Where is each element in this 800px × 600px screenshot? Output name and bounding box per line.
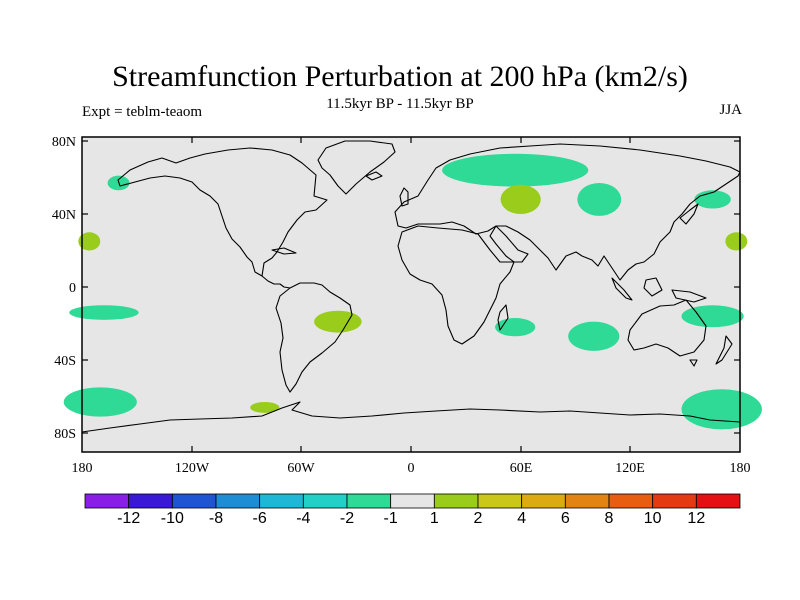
- coast-australia: [627, 299, 707, 357]
- lon-label-0: 0: [408, 461, 415, 476]
- anomaly-region-neg-10: [495, 318, 536, 337]
- colorbar: [84, 493, 741, 509]
- season-label: JJA: [719, 102, 742, 118]
- lon-label-60e: 60E: [510, 461, 533, 476]
- anomaly-region-neg-13: [63, 387, 137, 417]
- colorbar-label-10: 4: [517, 510, 527, 527]
- map-ticks: [82, 137, 740, 452]
- anomaly-region-neg-4: [442, 153, 589, 187]
- lat-label-40n: 40N: [52, 208, 76, 223]
- lat-label-0: 0: [69, 281, 76, 296]
- colorbar-label-3: -8: [208, 510, 224, 527]
- lon-label-120w: 120W: [175, 461, 210, 476]
- figure-subtitle: 11.5kyr BP - 11.5kyr BP: [326, 96, 474, 112]
- coast-greenland: [317, 140, 396, 195]
- colorbar-swatch-2: [128, 493, 173, 509]
- colorbar-label-13: 10: [643, 510, 662, 527]
- coast-borneo: [643, 277, 663, 297]
- coast-eurasia: [394, 143, 741, 281]
- lon-label-60w: 60W: [287, 461, 315, 476]
- anomaly-region-neg-14: [681, 389, 762, 430]
- lon-label-120e: 120E: [615, 461, 645, 476]
- coast-new-guinea: [671, 289, 707, 303]
- coast-tasmania: [689, 359, 698, 367]
- lon-label-180w: 180: [72, 461, 93, 476]
- coast-africa: [397, 225, 515, 345]
- coast-central-america: [261, 275, 291, 289]
- anomaly-region-neg-6: [577, 182, 622, 216]
- colorbar-label-2: -10: [160, 510, 184, 527]
- coast-new-zealand: [715, 335, 733, 365]
- anomaly-region-neg-7: [694, 190, 731, 209]
- colorbar-swatch-6: [302, 493, 348, 509]
- colorbar-swatch-9: [433, 493, 479, 509]
- colorbar-label-5: -4: [296, 510, 311, 527]
- colorbar-swatch-8: [390, 493, 435, 509]
- coast-antarctica: [81, 401, 741, 433]
- coast-arabia: [489, 225, 529, 263]
- colorbar-label-14: 12: [687, 510, 706, 527]
- anomaly-region-neg-11: [568, 321, 620, 351]
- colorbar-swatch-10: [477, 493, 523, 509]
- coastlines: [81, 140, 741, 433]
- colorbar-swatch-11: [521, 493, 566, 509]
- colorbar-label-11: 6: [560, 510, 570, 527]
- lat-label-80n: 80N: [52, 135, 76, 150]
- colorbar-swatch-5: [259, 493, 304, 509]
- lat-label-80s: 80S: [54, 427, 76, 442]
- colorbar-swatch-15: [695, 493, 741, 509]
- map-ocean-background: [82, 137, 740, 452]
- coast-sumatra: [611, 277, 633, 301]
- colorbar-label-12: 8: [604, 510, 614, 527]
- colorbar-swatch-4: [215, 493, 261, 509]
- anomaly-region-pos-2: [78, 232, 101, 251]
- colorbar-swatch-7: [346, 493, 392, 509]
- coast-cuba: [271, 247, 297, 255]
- figure-title: Streamfunction Perturbation at 200 hPa (…: [112, 60, 688, 93]
- colorbar-label-6: -2: [339, 510, 355, 527]
- coast-madagascar: [497, 304, 509, 331]
- colorbar-label-9: 2: [473, 510, 483, 527]
- anomaly-region-neg-12: [681, 305, 744, 328]
- colorbar-swatch-12: [564, 493, 610, 509]
- colorbar-swatch-14: [652, 493, 697, 509]
- colorbar-label-7: -1: [383, 510, 398, 527]
- colorbar-label-8: 1: [429, 510, 439, 527]
- anomaly-region-neg-8: [69, 305, 139, 320]
- experiment-label: Expt = teblm-teaom: [82, 104, 203, 120]
- colorbar-swatch-1: [84, 493, 130, 509]
- anomaly-region-pos-9: [314, 310, 362, 333]
- coast-iceland: [365, 171, 383, 181]
- anomaly-region-pos-3: [725, 232, 748, 251]
- lon-label-180e: 180: [730, 461, 751, 476]
- coast-south-america: [275, 282, 353, 393]
- colorbar-label-4: -6: [252, 510, 267, 527]
- colorbar-label-1: -12: [117, 510, 141, 527]
- colorbar-swatch-3: [171, 493, 217, 509]
- anomaly-region-pos-15: [250, 401, 280, 413]
- lat-label-40s: 40S: [54, 354, 76, 369]
- anomaly-layer: [63, 153, 762, 430]
- anomaly-region-pos-5: [500, 184, 541, 214]
- colorbar-swatch-13: [608, 493, 654, 509]
- coast-japan: [679, 203, 699, 225]
